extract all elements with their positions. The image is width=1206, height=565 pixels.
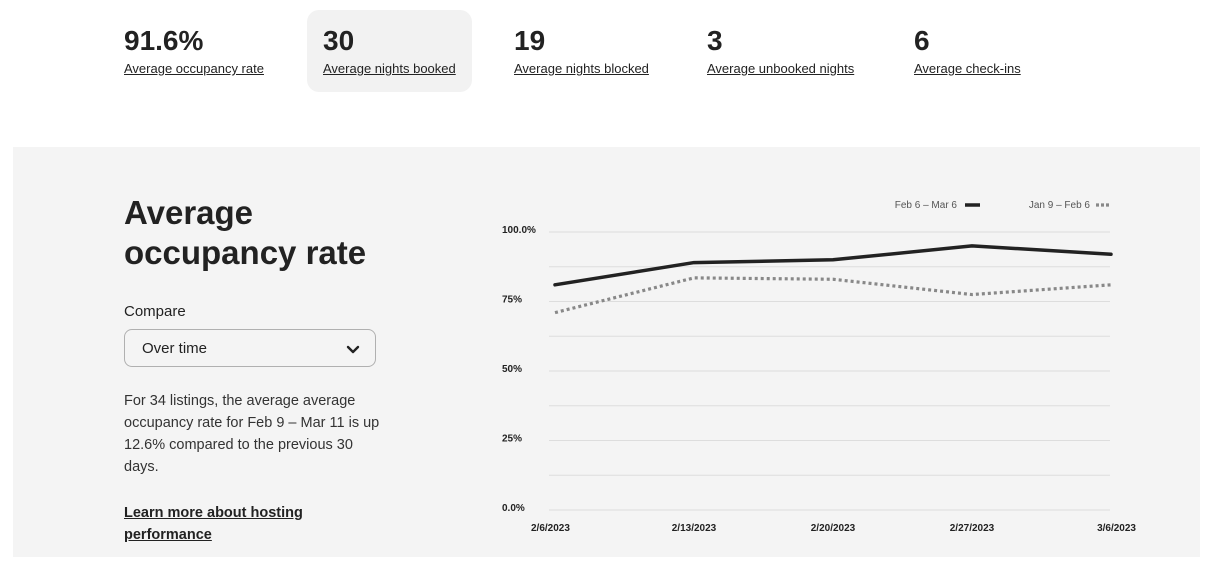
series-line-1 xyxy=(553,244,1113,287)
metric-label: Average check-ins xyxy=(914,61,1021,76)
x-tick-label: 3/6/2023 xyxy=(1097,523,1136,534)
metric-tile[interactable]: 30 Average nights booked xyxy=(307,10,472,92)
legend-label: Jan 9 – Feb 6 xyxy=(1029,200,1091,211)
metric-value: 6 xyxy=(914,25,930,56)
metric-value: 91.6% xyxy=(124,25,204,56)
metric-tile[interactable]: 19 Average nights blocked xyxy=(498,10,665,92)
learn-more-link[interactable]: Learn more about hosting performance xyxy=(124,505,303,543)
metric-tile[interactable]: 91.6% Average occupancy rate xyxy=(108,10,280,92)
compare-label: Compare xyxy=(124,303,186,320)
metric-value: 19 xyxy=(514,25,546,56)
compare-select-value: Over time xyxy=(142,340,208,357)
x-tick-label: 2/27/2023 xyxy=(950,523,995,534)
compare-select[interactable]: Over time xyxy=(124,329,376,367)
x-tick-label: 2/20/2023 xyxy=(811,523,856,534)
metric-value: 30 xyxy=(323,25,355,56)
chart-panel: Average occupancy rate Compare Over time… xyxy=(13,147,1200,557)
chevron-down-icon xyxy=(346,345,360,354)
metric-label: Average unbooked nights xyxy=(707,61,855,76)
y-tick-label: 75% xyxy=(502,295,522,306)
legend-label: Feb 6 – Mar 6 xyxy=(895,200,958,211)
y-tick-label: 0.0% xyxy=(502,503,525,514)
y-tick-label: 25% xyxy=(502,434,522,445)
y-tick-label: 50% xyxy=(502,364,522,375)
metric-value: 3 xyxy=(707,25,723,56)
metric-tile[interactable]: 3 Average unbooked nights xyxy=(691,10,870,92)
panel-title: Average occupancy rate xyxy=(124,194,367,271)
metric-tile[interactable]: 6 Average check-ins xyxy=(898,10,1037,92)
y-tick-label: 100.0% xyxy=(502,225,536,236)
metric-label: Average nights blocked xyxy=(514,61,649,76)
metric-label: Average nights booked xyxy=(323,61,456,76)
x-tick-label: 2/13/2023 xyxy=(672,523,717,534)
series-line-2 xyxy=(554,276,1112,315)
description-text: For 34 listings, the average average occ… xyxy=(124,393,380,475)
metric-label: Average occupancy rate xyxy=(124,61,264,76)
x-tick-label: 2/6/2023 xyxy=(531,523,570,534)
